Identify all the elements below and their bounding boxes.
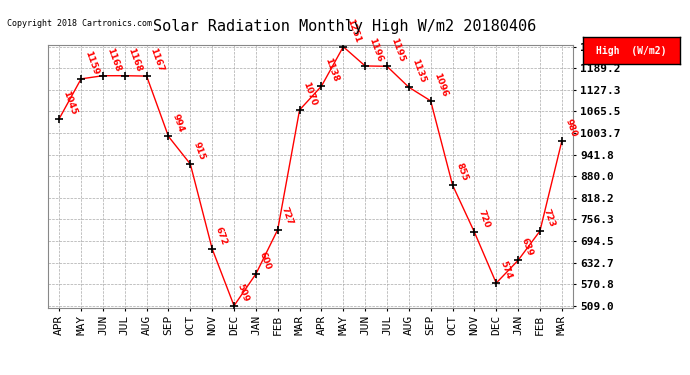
Text: 980: 980 <box>564 118 578 138</box>
Text: 639: 639 <box>520 237 535 258</box>
Text: 1196: 1196 <box>367 36 384 63</box>
Text: Copyright 2018 Cartronics.com: Copyright 2018 Cartronics.com <box>7 19 152 28</box>
Text: 723: 723 <box>542 207 557 228</box>
Text: 1135: 1135 <box>411 58 428 84</box>
Text: 1168: 1168 <box>126 46 144 73</box>
Text: 720: 720 <box>476 209 491 229</box>
Text: 600: 600 <box>257 251 273 271</box>
Text: 1138: 1138 <box>323 57 340 83</box>
Text: Solar Radiation Monthly High W/m2 20180406: Solar Radiation Monthly High W/m2 201804… <box>153 19 537 34</box>
Text: 1168: 1168 <box>105 46 121 73</box>
Text: 915: 915 <box>192 140 207 161</box>
Text: 1045: 1045 <box>61 89 78 116</box>
Text: 1251: 1251 <box>345 17 362 44</box>
Text: 574: 574 <box>498 260 513 280</box>
Text: 1167: 1167 <box>148 46 166 73</box>
Text: 509: 509 <box>236 282 250 303</box>
Text: 855: 855 <box>454 162 469 182</box>
Text: 727: 727 <box>279 206 295 227</box>
Text: High  (W/m2): High (W/m2) <box>596 46 667 56</box>
Text: 994: 994 <box>170 112 185 134</box>
Text: 1195: 1195 <box>388 37 406 63</box>
Text: 672: 672 <box>214 225 229 246</box>
Text: 1159: 1159 <box>83 50 100 76</box>
Text: 1070: 1070 <box>302 81 318 107</box>
Text: 1096: 1096 <box>433 72 449 98</box>
